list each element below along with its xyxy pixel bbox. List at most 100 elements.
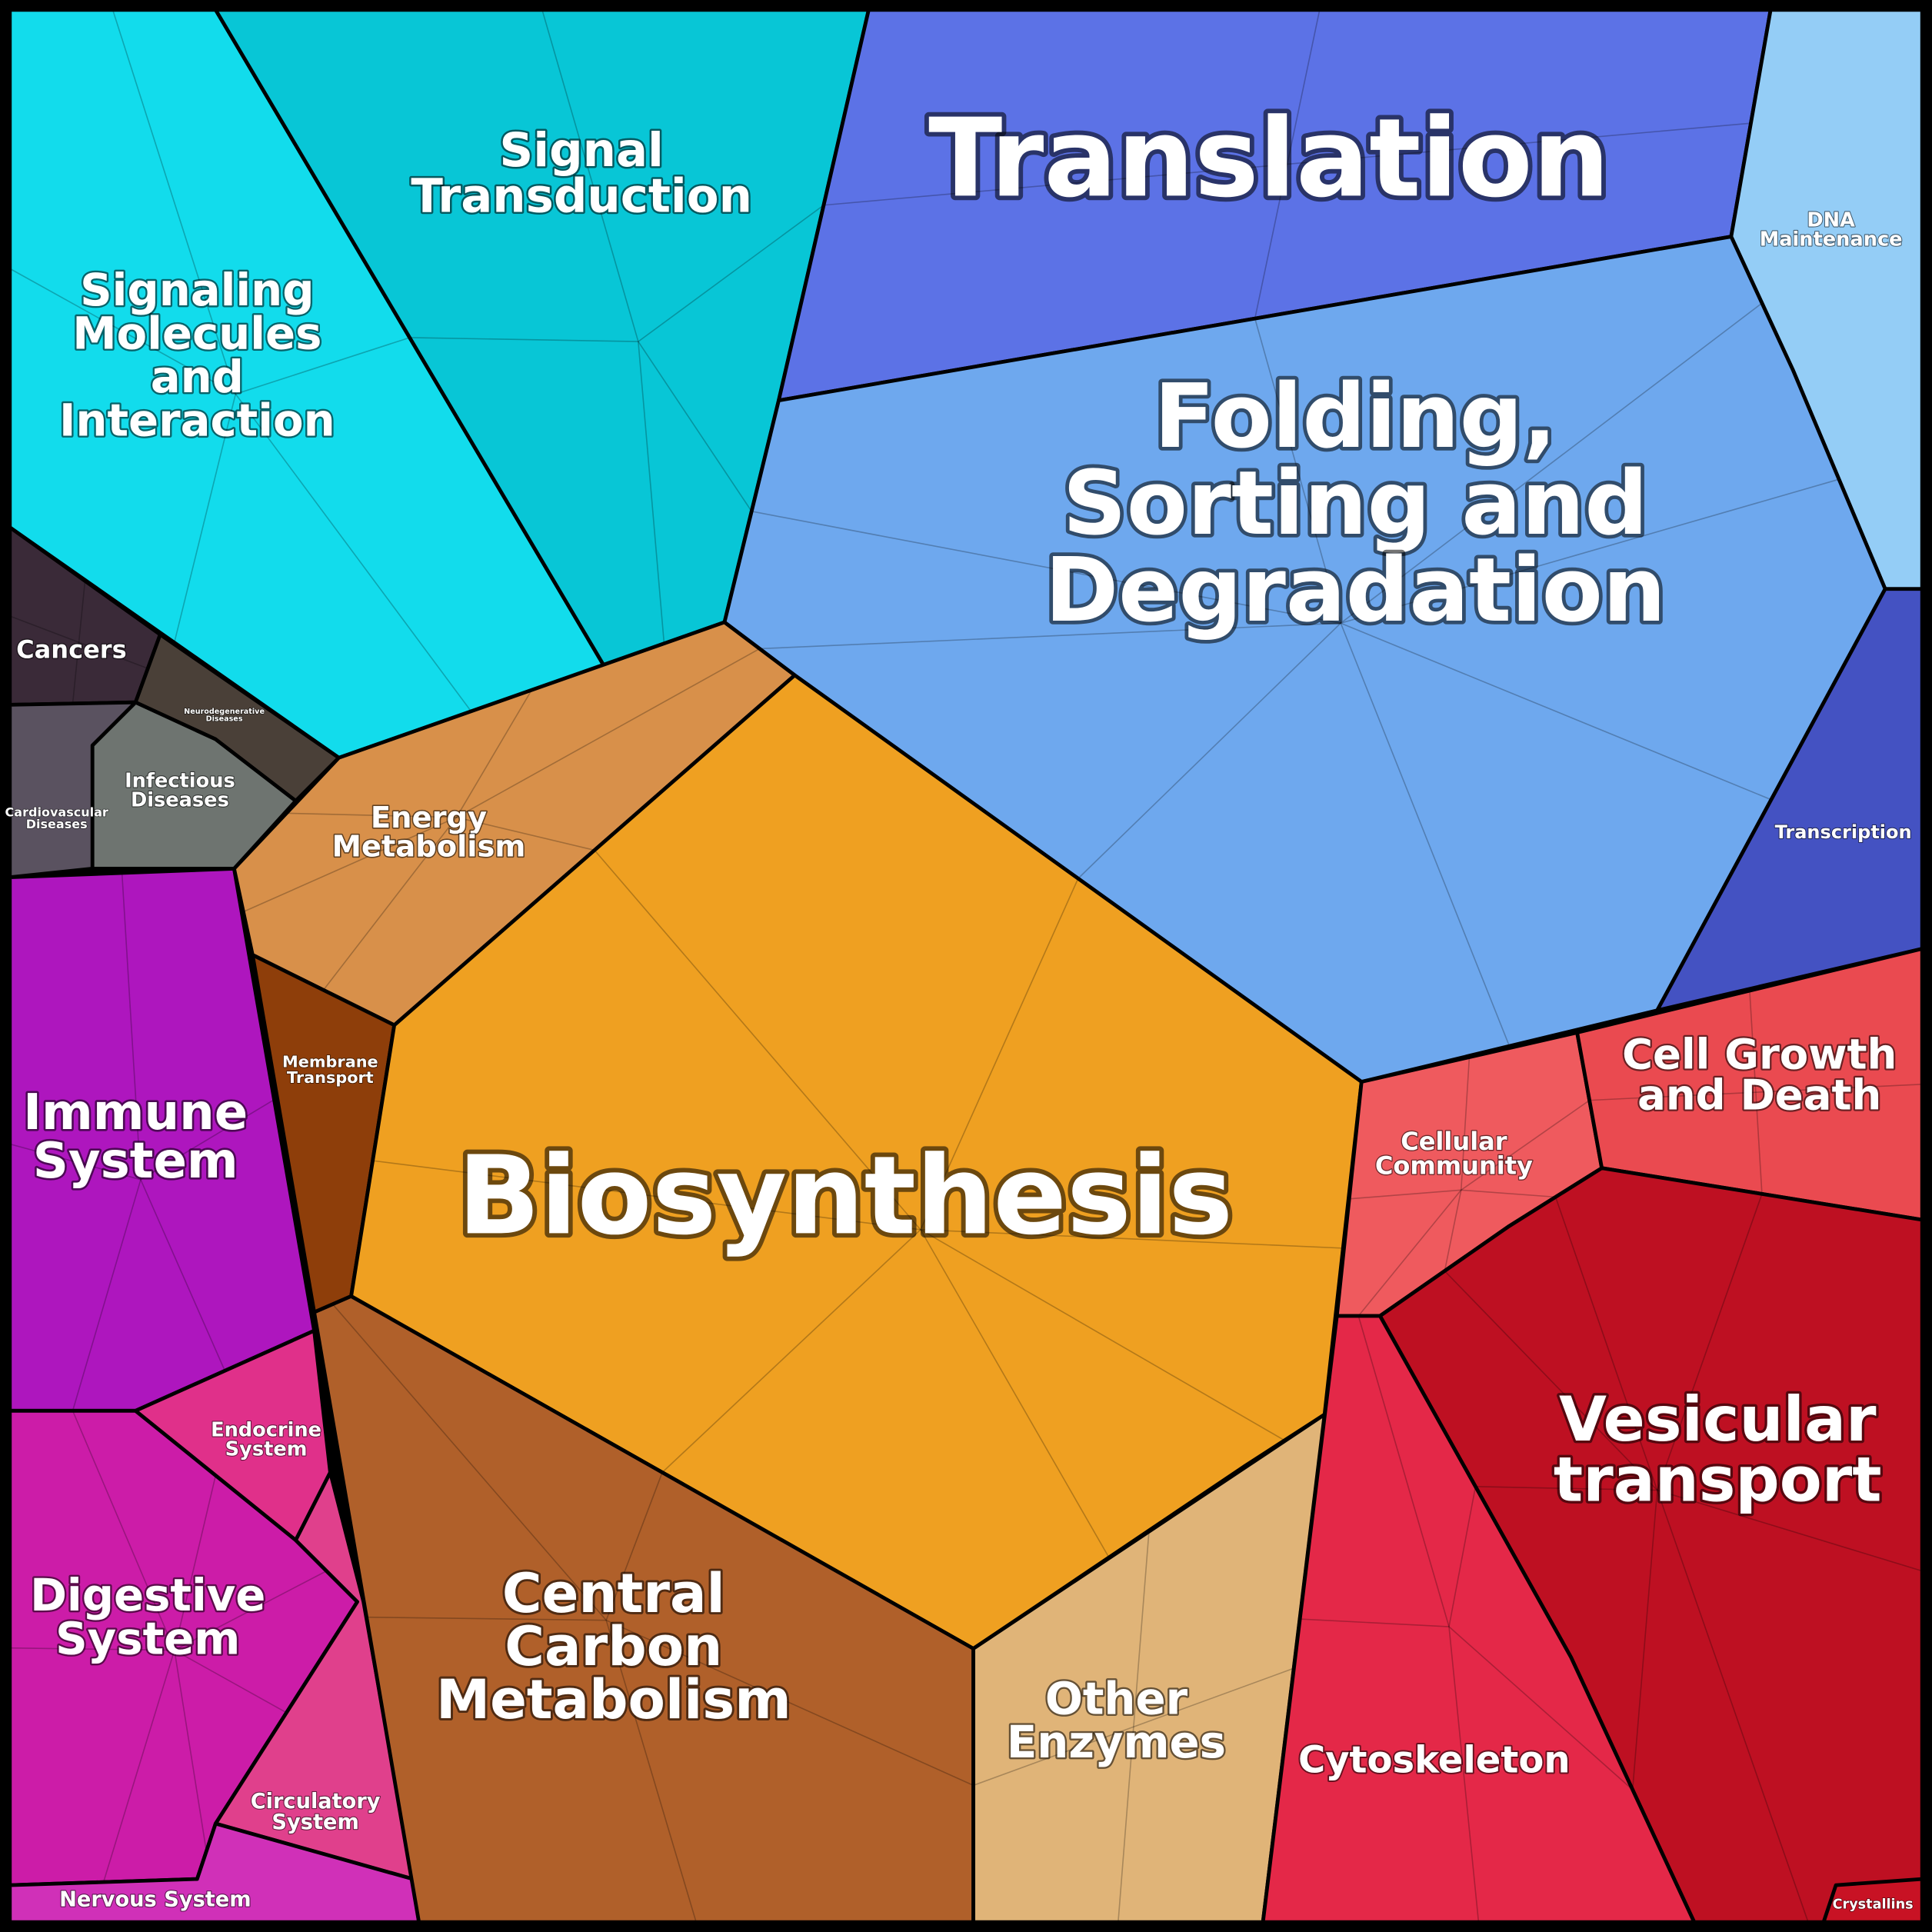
label-line: DNA xyxy=(1807,208,1855,232)
cell-edge xyxy=(638,205,824,342)
cell-edge xyxy=(174,1570,327,1651)
label-line: Endocrine xyxy=(211,1419,321,1442)
label-line: and xyxy=(151,351,244,403)
cell-edge xyxy=(140,1099,275,1181)
cell-edge xyxy=(235,393,472,712)
cell-edge xyxy=(9,1143,142,1181)
label-line: Metabolism xyxy=(436,1668,791,1731)
label-line: and Death xyxy=(1637,1071,1881,1120)
label-line: Cytoskeleton xyxy=(1298,1739,1571,1782)
label-line: Signal xyxy=(499,123,664,178)
cell-edge xyxy=(286,812,457,818)
cell-edge xyxy=(331,1304,607,1621)
cell-edge xyxy=(366,1616,607,1621)
cell-edge xyxy=(823,163,1287,206)
label-line: Other xyxy=(1045,1672,1188,1724)
label-line: Vesicular xyxy=(1559,1384,1877,1455)
cell-edge xyxy=(1357,1189,1462,1317)
label-line: System xyxy=(33,1133,238,1190)
cell-edge xyxy=(121,872,142,1180)
region-label: Cell Growth and Death xyxy=(1622,1029,1897,1119)
label-line: Signaling xyxy=(80,264,314,316)
cell-edge xyxy=(78,581,86,643)
cell-edge xyxy=(661,1229,921,1474)
cell-edge xyxy=(140,1179,226,1371)
label-line: Diseases xyxy=(206,715,243,723)
cell-edge xyxy=(112,9,237,395)
cell-edge xyxy=(605,1620,697,1923)
region-label: Vesicular transport xyxy=(1554,1384,1882,1515)
region-label: Folding, Sorting and Degradation xyxy=(1044,365,1666,642)
region-label: DNA Maintenance xyxy=(1760,208,1903,251)
label-line: Crystallins xyxy=(1833,1897,1914,1912)
cell-edge xyxy=(920,1229,1344,1249)
region-label: Cytoskeleton xyxy=(1298,1739,1571,1782)
label-line: Degradation xyxy=(1044,539,1666,642)
cell-edge xyxy=(174,1650,208,1852)
region-label: Translation xyxy=(928,95,1610,222)
cell-edge xyxy=(455,689,532,818)
region-label: Nervous System xyxy=(59,1887,251,1911)
label-line: Transport xyxy=(287,1068,374,1087)
cell-edge xyxy=(409,337,638,342)
label-line: Diseases xyxy=(26,817,88,831)
region-label: Crystallins xyxy=(1833,1897,1914,1912)
cell-edge xyxy=(456,816,595,851)
cell-edge xyxy=(72,641,80,704)
cell-edge xyxy=(759,622,1341,650)
label-line: Membrane xyxy=(282,1053,378,1071)
cell-edge xyxy=(1254,164,1288,319)
cell-edge xyxy=(1287,122,1751,165)
cell-edge xyxy=(174,1475,217,1651)
cell-edge xyxy=(1475,1486,1657,1491)
cell-edge xyxy=(1631,1490,1658,1790)
region xyxy=(8,700,138,880)
label-line: Community xyxy=(1375,1151,1533,1180)
region-label: Signal Transduction xyxy=(411,123,752,224)
label-line: Maintenance xyxy=(1760,228,1903,251)
region xyxy=(1821,1877,1924,1924)
cell-edge xyxy=(1448,1626,1480,1923)
label-line: Transduction xyxy=(411,168,752,223)
cell-edge xyxy=(456,648,761,818)
region-label: Infectious Diseases xyxy=(125,769,235,811)
cell-edge xyxy=(638,341,752,512)
label-line: Biosynthesis xyxy=(458,1133,1233,1259)
label-line: Circulatory xyxy=(251,1790,381,1814)
cell-edge xyxy=(594,849,921,1231)
cell-edge xyxy=(72,1179,142,1411)
label-line: Metabolism xyxy=(332,830,526,864)
cell-edge xyxy=(1340,478,1840,625)
region xyxy=(1261,1314,1697,1924)
region-label: Digestive System xyxy=(30,1569,265,1665)
cell-edge xyxy=(605,1619,974,1787)
cell-edge xyxy=(1461,1189,1556,1198)
region-label: Central Carbon Metabolism xyxy=(436,1562,791,1731)
region-label: Other Enzymes xyxy=(1007,1672,1226,1768)
label-line: Central xyxy=(502,1562,725,1625)
cell-edge xyxy=(1254,318,1341,624)
cell-edge xyxy=(1340,622,1772,801)
region-label: Membrane Transport xyxy=(282,1053,378,1087)
cell-edge xyxy=(322,817,458,991)
label-line: Energy xyxy=(371,801,487,835)
label-line: System xyxy=(225,1438,308,1461)
label-line: System xyxy=(55,1612,240,1664)
cell-edge xyxy=(1286,9,1321,165)
cell-edge xyxy=(973,1726,1134,1787)
cell-edge xyxy=(72,1411,175,1651)
cell-edge xyxy=(751,511,1341,625)
label-line: Folding, xyxy=(1154,365,1557,468)
cell-edge xyxy=(1656,1490,1809,1923)
region xyxy=(312,1294,976,1924)
cell-edge xyxy=(541,9,639,342)
cell-edge xyxy=(9,1647,175,1651)
label-line: Nervous System xyxy=(59,1887,251,1911)
cell-edge xyxy=(173,394,237,643)
cell-edge xyxy=(1118,1727,1134,1923)
cell-edge xyxy=(9,268,236,395)
cell-edge xyxy=(920,1229,1285,1441)
